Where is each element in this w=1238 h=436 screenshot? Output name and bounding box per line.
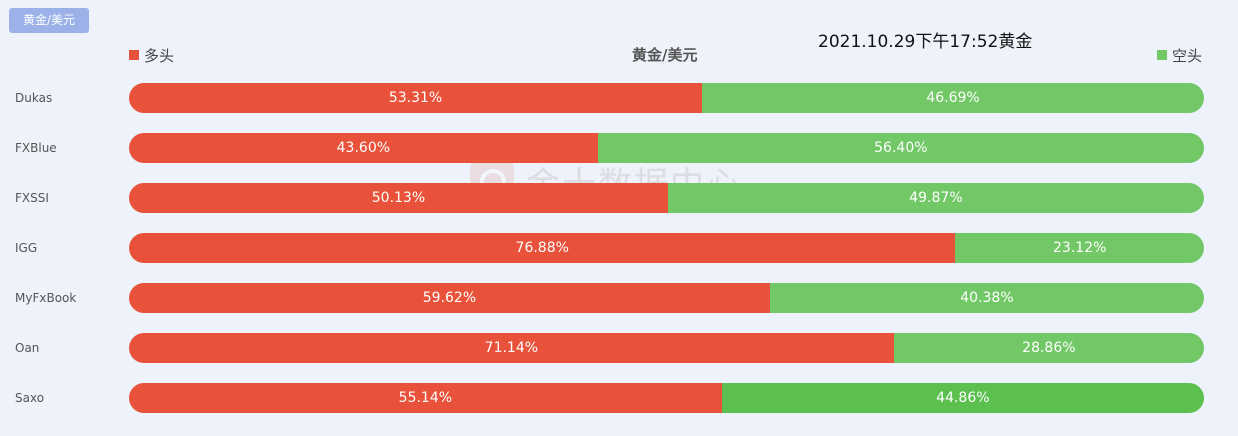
row-label: IGG — [15, 241, 38, 255]
bar-long-segment: 50.13% — [129, 183, 668, 213]
legend-long-swatch — [129, 50, 139, 60]
legend-short-swatch — [1157, 50, 1167, 60]
row-label: Dukas — [15, 91, 53, 105]
instrument-tab[interactable]: 黄金/美元 — [9, 8, 89, 33]
legend-short: 空头 — [1157, 45, 1202, 65]
bar-long-segment: 43.60% — [129, 133, 598, 163]
sentiment-bar: 50.13% 49.87% — [129, 183, 1204, 213]
row-label: Oan — [15, 341, 40, 355]
sentiment-bar: 76.88% 23.12% — [129, 233, 1204, 263]
bar-short-segment: 28.86% — [893, 333, 1204, 363]
legend-short-label: 空头 — [1172, 46, 1203, 65]
sentiment-bar: 55.14% 44.86% — [129, 383, 1204, 413]
bar-long-segment: 55.14% — [129, 383, 722, 413]
row-label: Saxo — [15, 391, 45, 405]
bar-long-segment: 53.31% — [129, 83, 703, 113]
row-label: FXSSI — [15, 191, 49, 205]
sentiment-bar: 43.60% 56.40% — [129, 133, 1204, 163]
bar-long-segment: 59.62% — [129, 283, 770, 313]
legend-long-label: 多头 — [144, 46, 175, 65]
chart-title: 黄金/美元 — [632, 46, 698, 64]
sentiment-bar: 71.14% 28.86% — [129, 333, 1204, 363]
bar-short-segment: 44.86% — [721, 383, 1204, 413]
legend-long: 多头 — [129, 45, 174, 65]
row-label: FXBlue — [15, 141, 57, 155]
bar-short-segment: 46.69% — [702, 83, 1204, 113]
bar-short-segment: 49.87% — [667, 183, 1204, 213]
bar-long-segment: 76.88% — [129, 233, 956, 263]
bar-short-segment: 23.12% — [955, 233, 1204, 263]
bar-long-segment: 71.14% — [129, 333, 894, 363]
sentiment-bar: 53.31% 46.69% — [129, 83, 1204, 113]
row-label: MyFxBook — [15, 291, 77, 305]
bar-short-segment: 40.38% — [769, 283, 1204, 313]
sentiment-bar: 59.62% 40.38% — [129, 283, 1204, 313]
bar-short-segment: 56.40% — [597, 133, 1204, 163]
timestamp: 2021.10.29下午17:52黄金 — [818, 32, 1033, 52]
